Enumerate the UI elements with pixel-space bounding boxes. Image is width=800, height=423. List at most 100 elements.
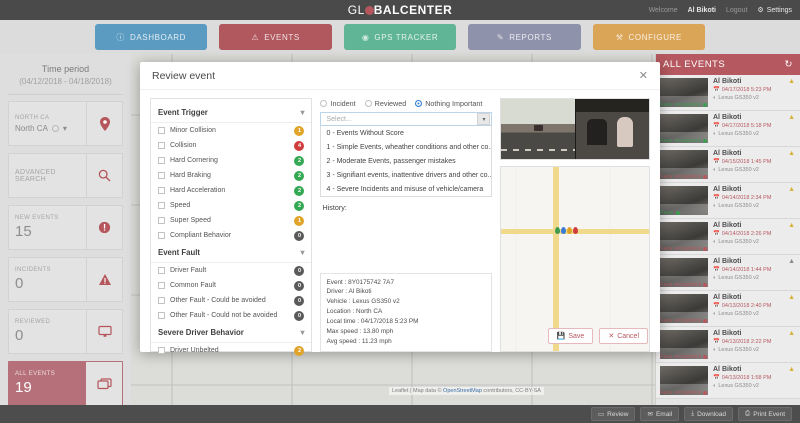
event-thumbnail[interactable]: [660, 366, 708, 395]
classification-row[interactable]: Other Fault - Could be avoided 0: [151, 293, 311, 308]
row-checkbox[interactable]: [158, 282, 165, 289]
classification-row[interactable]: Other Fault - Could not be avoided 0: [151, 308, 311, 323]
classification-row[interactable]: Compliant Behavior 0: [151, 228, 311, 243]
event-thumbnail[interactable]: [660, 150, 708, 179]
event-list-item[interactable]: Face recognized Al Bikoti 📅 04/14/2018 2:26…: [656, 219, 800, 255]
row-checkbox[interactable]: [158, 217, 165, 224]
classification-row[interactable]: Super Speed 1: [151, 213, 311, 228]
road-camera-view[interactable]: [501, 99, 576, 159]
event-thumbnail[interactable]: [660, 78, 708, 107]
nav-tab-reports[interactable]: ✎ REPORTS: [468, 24, 581, 50]
row-checkbox[interactable]: [158, 297, 165, 304]
classification-row[interactable]: Driver Unbelted 2: [151, 343, 311, 358]
row-checkbox[interactable]: [158, 202, 165, 209]
event-thumbnail[interactable]: [660, 222, 708, 251]
classification-row[interactable]: Hard Cornering 2: [151, 153, 311, 168]
radio-nothing-important[interactable]: Nothing Important: [415, 99, 482, 108]
chevron-down-icon[interactable]: ▾: [62, 123, 67, 133]
event-info: Al Bikoti 📅 04/17/2018 5:18 PM ◐ Lexus GS350…: [711, 114, 796, 143]
bottom-button-review[interactable]: ▭ Review: [591, 407, 636, 421]
stat-card-all-events[interactable]: ALL EVENTS 19: [8, 361, 123, 406]
settings-link[interactable]: ⚙ Settings: [757, 6, 792, 15]
clear-icon[interactable]: [51, 124, 59, 132]
close-icon[interactable]: ✕: [638, 70, 648, 82]
video-thumbnails[interactable]: [500, 98, 650, 160]
all-events-list[interactable]: Face recognized Al Bikoti 📅 04/17/2018 5:23…: [656, 75, 800, 405]
event-tag-dot: [702, 283, 707, 287]
score-option[interactable]: 0 - Events Without Score: [326, 129, 404, 137]
refresh-icon[interactable]: ↻: [784, 59, 793, 70]
score-option[interactable]: 4 - Severe Incidents and misuse of vehic…: [326, 185, 484, 193]
section-header[interactable]: Severe Driver Behavior ▾: [151, 323, 312, 343]
logout-link[interactable]: Logout: [726, 6, 748, 14]
event-list-item[interactable]: Face recognized Al Bikoti 📅 04/13/2018 2:22…: [656, 327, 800, 363]
event-list-item[interactable]: Panic Al Bikoti 📅 04/14/2018 2:34 PM ◐ Lexus …: [656, 183, 800, 219]
score-select[interactable]: Select... ▾: [320, 112, 493, 126]
event-list-item[interactable]: Face recognized Al Bikoti 📅 04/17/2018 5:18…: [656, 111, 800, 147]
classification-row[interactable]: Common Fault 0: [151, 278, 311, 293]
stat-card-incidents[interactable]: INCIDENTS 0: [8, 257, 123, 302]
row-checkbox[interactable]: [158, 157, 165, 164]
advanced-search-card[interactable]: ADVANCED SEARCH: [8, 153, 123, 198]
save-button[interactable]: 💾 Save: [547, 328, 594, 344]
bottom-button-email[interactable]: ✉ Email: [640, 407, 680, 421]
row-checkbox[interactable]: [158, 232, 165, 239]
event-location-map[interactable]: [500, 166, 650, 352]
event-list-item[interactable]: Face recognized Al Bikoti 📅 04/17/2018 5:23…: [656, 75, 800, 111]
magnifier-icon[interactable]: [86, 154, 122, 197]
nav-tab-gps-tracker[interactable]: ◉ GPS TRACKER: [343, 24, 457, 50]
event-thumbnail[interactable]: [660, 186, 708, 215]
chevron-down-icon[interactable]: ▾: [300, 248, 305, 257]
time-period[interactable]: Time period (04/12/2018 - 04/18/2018): [8, 60, 123, 92]
event-datetime: 📅 04/14/2018 1:44 PM: [713, 267, 796, 273]
row-checkbox[interactable]: [158, 187, 165, 194]
classification-row[interactable]: Driver Fault 0: [151, 263, 311, 278]
radio-reviewed[interactable]: Reviewed: [364, 99, 406, 108]
brand-logo[interactable]: GL BALCENTER: [348, 3, 453, 17]
stat-card-reviewed[interactable]: REVIEWED 0: [8, 309, 123, 354]
score-select-options[interactable]: 0 - Events Without Score 1 - Simple Event…: [320, 126, 493, 197]
openstreetmap-link[interactable]: OpenStreetMap: [443, 388, 482, 394]
classification-row[interactable]: Speed 2: [151, 198, 311, 213]
nav-tab-configure[interactable]: ⚒ CONFIGURE: [592, 24, 706, 50]
event-list-item[interactable]: Face recognized Al Bikoti 📅 04/15/2018 1:45…: [656, 147, 800, 183]
chevron-down-icon[interactable]: ▾: [477, 113, 491, 125]
event-thumbnail[interactable]: [660, 330, 708, 359]
cabin-camera-view[interactable]: [574, 99, 650, 159]
nav-tab-events[interactable]: ⚠ EVENTS: [219, 24, 332, 59]
section-header[interactable]: Event Fault ▾: [151, 243, 312, 263]
classification-row[interactable]: Hard Acceleration 2: [151, 183, 311, 198]
score-option[interactable]: 1 - Simple Events, wheather conditions a…: [326, 143, 492, 151]
score-option[interactable]: 2 - Moderate Events, passenger mistakes: [326, 157, 456, 165]
stat-card-new-events[interactable]: NEW EVENTS 15: [8, 205, 123, 250]
row-count-badge: 0: [294, 295, 305, 306]
event-list-item[interactable]: Face recognized Al Bikoti 📅 04/14/2018 1:44…: [656, 255, 800, 291]
cancel-button[interactable]: ✕ Cancel: [599, 328, 648, 344]
row-checkbox[interactable]: [158, 142, 165, 149]
classification-row[interactable]: Collision 4: [151, 138, 311, 153]
event-list-item[interactable]: Face recognized Al Bikoti 📅 04/13/2018 1:58…: [656, 363, 800, 399]
event-thumbnail[interactable]: [660, 294, 708, 323]
classification-row[interactable]: Minor Collision 1: [151, 123, 311, 138]
row-checkbox[interactable]: [158, 127, 165, 134]
score-option[interactable]: 3 - Signifiant events, inattentive drive…: [326, 171, 492, 179]
section-header[interactable]: Event Trigger ▾: [151, 103, 312, 123]
row-checkbox[interactable]: [158, 347, 165, 354]
nav-tab-dashboard[interactable]: ⓘ DASHBOARD: [95, 24, 208, 50]
row-checkbox[interactable]: [158, 172, 165, 179]
classification-row[interactable]: Hard Braking 2: [151, 168, 311, 183]
calendar-icon: 📅: [713, 339, 720, 345]
chevron-down-icon[interactable]: ▾: [300, 328, 305, 337]
radio-incident[interactable]: Incident: [320, 99, 356, 108]
region-card[interactable]: NORTH CA North CA ▾: [8, 101, 123, 146]
bottom-button-print-event[interactable]: ⎙ Print Event: [738, 407, 792, 421]
bottom-button-download[interactable]: ⤓ Download: [684, 407, 733, 421]
row-checkbox[interactable]: [158, 267, 165, 274]
event-list-item[interactable]: Face recognized Al Bikoti 📅 04/13/2018 2:40…: [656, 291, 800, 327]
row-checkbox[interactable]: [158, 312, 165, 319]
map-pin-icon[interactable]: [86, 102, 122, 145]
chevron-down-icon[interactable]: ▾: [300, 108, 305, 117]
event-thumbnail[interactable]: [660, 114, 708, 143]
event-thumbnail[interactable]: [660, 258, 708, 287]
region-select[interactable]: North CA ▾: [15, 124, 80, 133]
